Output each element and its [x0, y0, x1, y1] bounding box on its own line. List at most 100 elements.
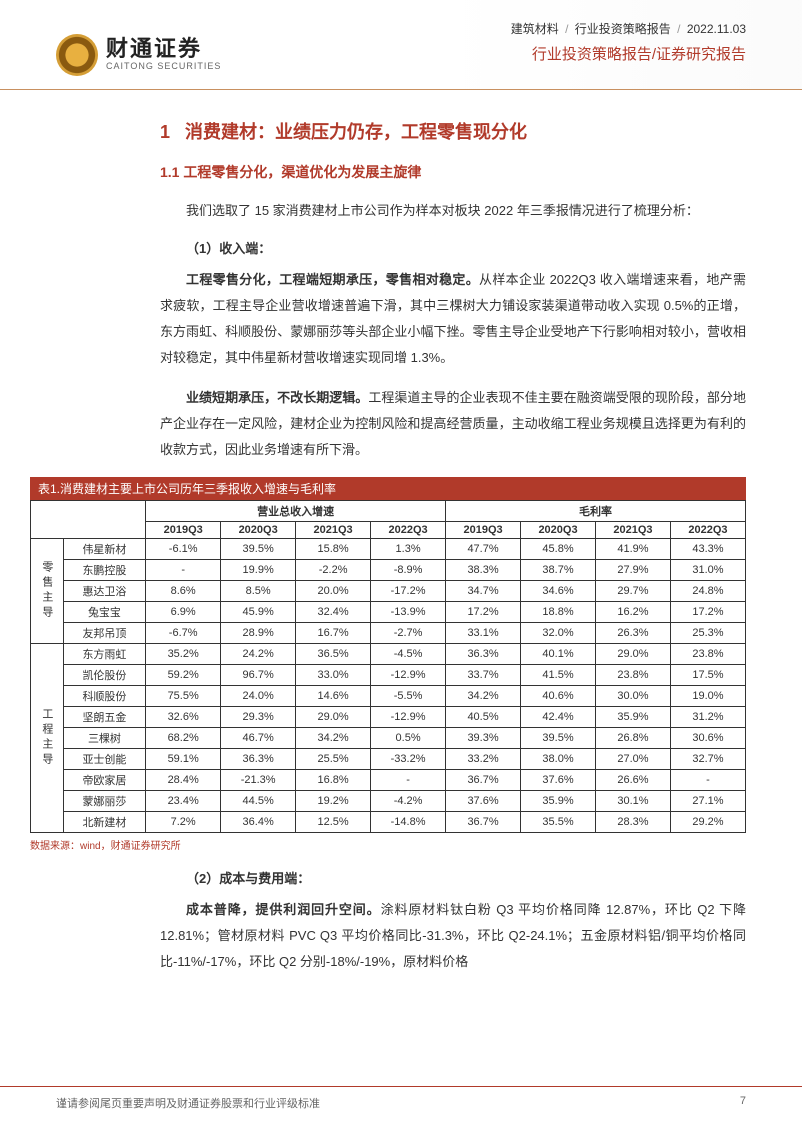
- data-cell: 28.4%: [146, 770, 221, 791]
- year-header: 2022Q3: [670, 522, 745, 539]
- year-header: 2019Q3: [146, 522, 221, 539]
- company-name: 东方雨虹: [63, 644, 146, 665]
- data-cell: -6.7%: [146, 623, 221, 644]
- table-row: 友邦吊顶-6.7%28.9%16.7%-2.7%33.1%32.0%26.3%2…: [31, 623, 746, 644]
- logo-icon: [56, 34, 98, 76]
- content-area-2: （2）成本与费用端： 成本普降，提供利润回升空间。涂料原材料钛白粉 Q3 平均价…: [0, 852, 802, 975]
- intro-para: 我们选取了 15 家消费建材上市公司作为样本对板块 2022 年三季报情况进行了…: [160, 198, 746, 224]
- data-cell: 39.5%: [221, 539, 296, 560]
- data-cell: 37.6%: [521, 770, 596, 791]
- content-area: 1 消费建材：业绩压力仍存，工程零售现分化 1.1 工程零售分化，渠道优化为发展…: [0, 90, 802, 463]
- h2-num: 1.1: [160, 164, 179, 180]
- data-cell: -12.9%: [371, 707, 446, 728]
- data-cell: 40.5%: [446, 707, 521, 728]
- data-cell: 32.4%: [296, 602, 371, 623]
- section-h2: 1.1 工程零售分化，渠道优化为发展主旋律: [160, 162, 746, 182]
- data-cell: 41.5%: [521, 665, 596, 686]
- year-header: 2021Q3: [296, 522, 371, 539]
- data-cell: 23.8%: [596, 665, 671, 686]
- data-cell: 27.0%: [596, 749, 671, 770]
- data-cell: 35.9%: [596, 707, 671, 728]
- company-name: 惠达卫浴: [63, 581, 146, 602]
- page-header: 财通证券 CAITONG SECURITIES 建筑材料 / 行业投资策略报告 …: [0, 0, 802, 90]
- data-cell: 33.2%: [446, 749, 521, 770]
- company-name: 兔宝宝: [63, 602, 146, 623]
- crumb-sep-2: /: [677, 22, 680, 36]
- data-cell: 45.8%: [521, 539, 596, 560]
- group-header-margin: 毛利率: [446, 501, 746, 522]
- table-row: 帝欧家居28.4%-21.3%16.8%-36.7%37.6%26.6%-: [31, 770, 746, 791]
- data-cell: 31.2%: [670, 707, 745, 728]
- row-group-label: 工程主导: [31, 644, 64, 833]
- table-head: 营业总收入增速 毛利率 2019Q32020Q32021Q32022Q32019…: [31, 501, 746, 539]
- data-cell: 36.3%: [221, 749, 296, 770]
- data-cell: -6.1%: [146, 539, 221, 560]
- data-cell: -12.9%: [371, 665, 446, 686]
- company-name: 帝欧家居: [63, 770, 146, 791]
- data-cell: 8.5%: [221, 581, 296, 602]
- company-name: 凯伦股份: [63, 665, 146, 686]
- header-right: 建筑材料 / 行业投资策略报告 / 2022.11.03 行业投资策略报告/证券…: [511, 20, 746, 89]
- data-cell: 17.2%: [446, 602, 521, 623]
- table-caption: 表1.消费建材主要上市公司历年三季报收入增速与毛利率: [30, 477, 746, 500]
- table-row: 科顺股份75.5%24.0%14.6%-5.5%34.2%40.6%30.0%1…: [31, 686, 746, 707]
- group-header-revenue: 营业总收入增速: [146, 501, 446, 522]
- data-cell: 12.5%: [296, 812, 371, 833]
- p1a: 工程零售分化，工程端短期承压，零售相对稳定。从样本企业 2022Q3 收入端增速…: [160, 267, 746, 371]
- p1a-bold: 工程零售分化，工程端短期承压，零售相对稳定。: [186, 272, 479, 287]
- row-group-label: 零售主导: [31, 539, 64, 644]
- logo-cn: 财通证券: [106, 37, 221, 61]
- data-cell: 16.2%: [596, 602, 671, 623]
- data-cell: 27.1%: [670, 791, 745, 812]
- data-cell: 44.5%: [221, 791, 296, 812]
- data-cell: 46.7%: [221, 728, 296, 749]
- data-cell: 59.2%: [146, 665, 221, 686]
- data-cell: 26.6%: [596, 770, 671, 791]
- data-cell: 30.0%: [596, 686, 671, 707]
- data-cell: 34.6%: [521, 581, 596, 602]
- data-cell: 36.7%: [446, 770, 521, 791]
- corner-cell: [31, 501, 146, 539]
- data-cell: 28.9%: [221, 623, 296, 644]
- data-cell: 75.5%: [146, 686, 221, 707]
- table-row: 三棵树68.2%46.7%34.2%0.5%39.3%39.5%26.8%30.…: [31, 728, 746, 749]
- data-cell: 29.0%: [596, 644, 671, 665]
- company-name: 坚朗五金: [63, 707, 146, 728]
- p1b-bold: 业绩短期承压，不改长期逻辑。: [186, 390, 368, 405]
- data-cell: 33.1%: [446, 623, 521, 644]
- company-name: 北新建材: [63, 812, 146, 833]
- data-cell: 30.1%: [596, 791, 671, 812]
- data-cell: 19.2%: [296, 791, 371, 812]
- company-name: 亚士创能: [63, 749, 146, 770]
- data-cell: 24.2%: [221, 644, 296, 665]
- data-cell: 32.6%: [146, 707, 221, 728]
- data-cell: -4.2%: [371, 791, 446, 812]
- data-cell: 19.0%: [670, 686, 745, 707]
- data-cell: 34.2%: [296, 728, 371, 749]
- data-cell: 34.7%: [446, 581, 521, 602]
- data-cell: -: [146, 560, 221, 581]
- table-row: 零售主导伟星新材-6.1%39.5%15.8%1.3%47.7%45.8%41.…: [31, 539, 746, 560]
- data-cell: 6.9%: [146, 602, 221, 623]
- company-name: 科顺股份: [63, 686, 146, 707]
- p1b: 业绩短期承压，不改长期逻辑。工程渠道主导的企业表现不佳主要在融资端受限的现阶段，…: [160, 385, 746, 463]
- data-cell: 40.6%: [521, 686, 596, 707]
- crumb-type: 行业投资策略报告: [575, 22, 671, 36]
- data-cell: 17.2%: [670, 602, 745, 623]
- data-cell: 29.3%: [221, 707, 296, 728]
- crumb-sep-1: /: [565, 22, 568, 36]
- data-cell: 20.0%: [296, 581, 371, 602]
- data-cell: 41.9%: [596, 539, 671, 560]
- company-name: 友邦吊顶: [63, 623, 146, 644]
- data-cell: 35.5%: [521, 812, 596, 833]
- data-cell: 26.8%: [596, 728, 671, 749]
- data-cell: 27.9%: [596, 560, 671, 581]
- h1-title: 消费建材：业绩压力仍存，工程零售现分化: [185, 122, 527, 142]
- data-cell: -14.8%: [371, 812, 446, 833]
- year-header: 2022Q3: [371, 522, 446, 539]
- data-cell: 24.8%: [670, 581, 745, 602]
- data-cell: 30.6%: [670, 728, 745, 749]
- data-cell: -: [670, 770, 745, 791]
- year-header: 2021Q3: [596, 522, 671, 539]
- data-cell: 32.0%: [521, 623, 596, 644]
